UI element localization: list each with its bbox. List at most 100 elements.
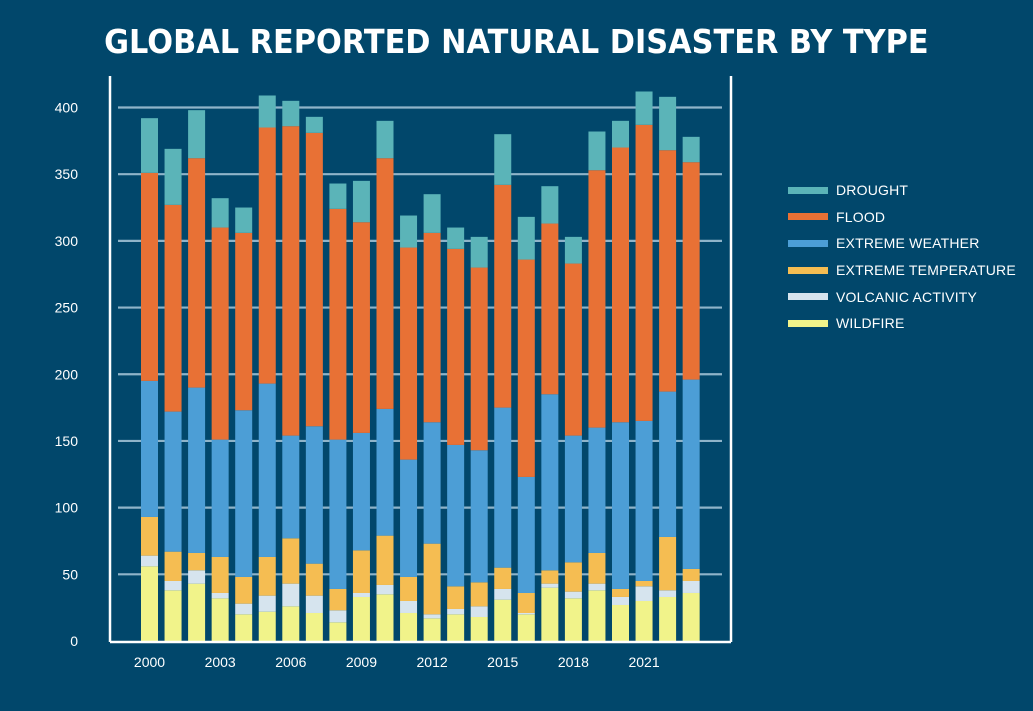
legend-swatch-flood xyxy=(788,213,828,221)
bar-segment-wildfire-2017 xyxy=(541,587,559,641)
bar-segment-flood-2008 xyxy=(329,208,347,440)
bar-segment-wildfire-2014 xyxy=(470,616,488,641)
bar-2000 xyxy=(141,118,158,641)
bar-segment-volcanic-activity-2014 xyxy=(470,606,488,617)
bar-segment-extreme-temperature-2008 xyxy=(329,588,347,611)
legend-swatch-volcanic-activity xyxy=(788,293,828,301)
bar-2009 xyxy=(352,180,370,641)
bar-2002 xyxy=(188,110,206,641)
y-tick-label-350: 350 xyxy=(55,166,79,182)
bar-2019 xyxy=(588,131,606,641)
bar-segment-extreme-weather-2013 xyxy=(447,444,465,587)
legend-item-extreme-temperature: EXTREME TEMPERATURE xyxy=(788,257,1016,284)
bar-segment-drought-2010 xyxy=(376,120,394,159)
bar-segment-flood-2001 xyxy=(164,204,182,412)
bar-2020 xyxy=(612,120,629,641)
bar-segment-flood-2019 xyxy=(588,170,606,428)
bar-segment-extreme-weather-2017 xyxy=(541,394,559,571)
bar-segment-extreme-temperature-2015 xyxy=(494,567,512,589)
bar-segment-drought-2007 xyxy=(305,116,323,133)
bar-segment-extreme-temperature-2019 xyxy=(588,552,606,584)
bar-segment-drought-2022 xyxy=(659,96,677,151)
bar-2008 xyxy=(329,183,347,641)
x-axis: 2000 2003 2006 2009 2012 2015 2018 2021 xyxy=(134,654,660,670)
bar-segment-extreme-weather-2020 xyxy=(612,422,629,589)
bar-segment-drought-2008 xyxy=(329,183,347,209)
bar-2021 xyxy=(635,91,653,641)
bar-segment-wildfire-2019 xyxy=(588,590,606,641)
bar-segment-wildfire-2008 xyxy=(329,622,347,641)
bar-segment-extreme-temperature-2001 xyxy=(164,551,182,581)
bar-segment-drought-2021 xyxy=(635,91,653,125)
bar-segment-drought-2023 xyxy=(682,136,700,163)
bar-segment-flood-2023 xyxy=(682,162,700,380)
bar-segment-volcanic-activity-2012 xyxy=(423,614,441,619)
bar-segment-extreme-temperature-2010 xyxy=(376,535,394,585)
bar-segment-flood-2016 xyxy=(517,259,535,477)
bar-segment-flood-2021 xyxy=(635,124,653,421)
bar-segment-extreme-weather-2004 xyxy=(235,410,253,577)
legend-swatch-drought xyxy=(788,186,828,194)
bar-segment-flood-2000 xyxy=(141,172,158,381)
legend-label-extreme-weather: EXTREME WEATHER xyxy=(836,235,980,252)
bar-segment-extreme-temperature-2023 xyxy=(682,568,700,581)
bar-segment-volcanic-activity-2017 xyxy=(541,583,559,588)
bar-segment-volcanic-activity-2020 xyxy=(612,596,629,605)
bar-segment-flood-2022 xyxy=(659,150,677,392)
bar-segment-flood-2014 xyxy=(470,267,488,451)
bar-segment-volcanic-activity-2015 xyxy=(494,588,512,600)
bar-segment-wildfire-2005 xyxy=(258,611,276,641)
x-tick-label-2000: 2000 xyxy=(134,654,165,670)
bar-segment-drought-2018 xyxy=(564,236,582,264)
bar-segment-volcanic-activity-2006 xyxy=(282,583,300,607)
gridlines xyxy=(118,106,722,576)
bar-segment-extreme-weather-2002 xyxy=(188,387,206,553)
bar-segment-extreme-weather-2000 xyxy=(141,380,158,517)
bar-segment-wildfire-2011 xyxy=(400,612,418,641)
bar-segment-extreme-weather-2009 xyxy=(352,432,370,551)
bar-segment-wildfire-2018 xyxy=(564,598,582,641)
bar-segment-extreme-weather-2016 xyxy=(517,476,535,593)
bar-segment-extreme-temperature-2017 xyxy=(541,570,559,584)
bar-segment-drought-2003 xyxy=(211,198,229,228)
bar-segment-volcanic-activity-2008 xyxy=(329,610,347,623)
bar-segment-extreme-weather-2018 xyxy=(564,435,582,563)
bar-segment-drought-2016 xyxy=(517,216,535,260)
legend-item-drought: DROUGHT xyxy=(788,177,1016,204)
bar-segment-wildfire-2022 xyxy=(659,596,677,641)
bar-segment-extreme-temperature-2014 xyxy=(470,582,488,607)
bar-segment-flood-2007 xyxy=(305,132,323,427)
bar-segment-volcanic-activity-2011 xyxy=(400,600,418,613)
bar-segment-extreme-weather-2007 xyxy=(305,426,323,564)
bar-2017 xyxy=(541,186,559,641)
bar-segment-flood-2006 xyxy=(282,126,300,436)
legend-swatch-wildfire xyxy=(788,319,828,327)
legend-item-extreme-weather: EXTREME WEATHER xyxy=(788,230,1016,257)
bar-segment-volcanic-activity-2023 xyxy=(682,580,700,593)
bar-segment-volcanic-activity-2009 xyxy=(352,592,370,597)
bar-segment-volcanic-activity-2007 xyxy=(305,595,323,613)
bar-segment-drought-2002 xyxy=(188,110,206,159)
bar-segment-wildfire-2021 xyxy=(635,600,653,641)
y-tick-label-400: 400 xyxy=(55,100,79,116)
bar-segment-wildfire-2020 xyxy=(612,604,629,641)
legend-label-drought: DROUGHT xyxy=(836,182,909,199)
bar-segment-wildfire-2002 xyxy=(188,583,206,641)
bar-segment-wildfire-2016 xyxy=(517,614,535,641)
bar-segment-volcanic-activity-2000 xyxy=(141,555,158,567)
bar-segment-extreme-temperature-2005 xyxy=(258,556,276,596)
bar-segment-drought-2015 xyxy=(494,134,512,185)
bar-segment-flood-2018 xyxy=(564,263,582,436)
bar-segment-wildfire-2004 xyxy=(235,614,253,641)
bar-segment-extreme-temperature-2021 xyxy=(635,580,653,587)
bar-segment-volcanic-activity-2022 xyxy=(659,590,677,597)
legend-label-extreme-temperature: EXTREME TEMPERATURE xyxy=(836,262,1016,279)
bar-2012 xyxy=(423,194,441,641)
bar-segment-wildfire-2006 xyxy=(282,606,300,641)
bar-segment-wildfire-2009 xyxy=(352,596,370,641)
x-tick-label-2003: 2003 xyxy=(205,654,236,670)
bar-segment-extreme-temperature-2011 xyxy=(400,576,418,601)
bar-segment-volcanic-activity-2003 xyxy=(211,592,229,599)
bar-segment-flood-2003 xyxy=(211,227,229,440)
legend-label-flood: FLOOD xyxy=(836,208,886,225)
